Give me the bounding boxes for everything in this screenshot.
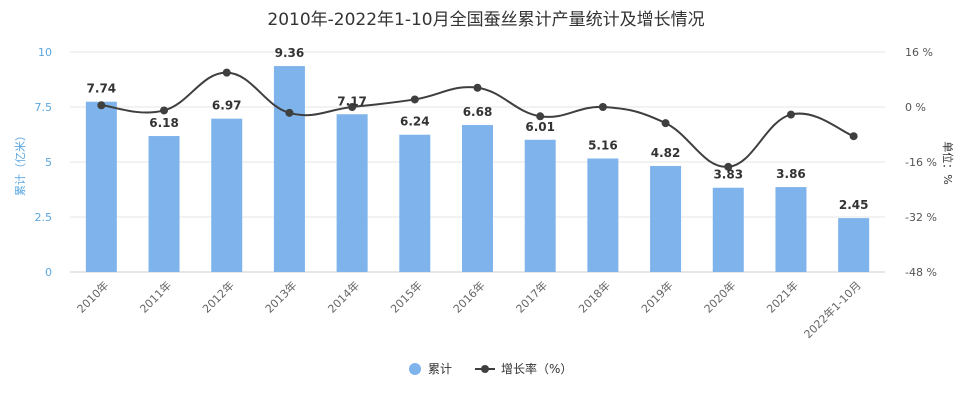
bar-value-label: 3.86 (776, 167, 806, 181)
bar[interactable] (650, 165, 682, 272)
line-point[interactable] (285, 108, 294, 117)
line-point[interactable] (661, 119, 670, 128)
right-tick-label: 0 % (905, 101, 926, 114)
bar-value-label: 7.74 (87, 82, 117, 96)
line-point[interactable] (160, 106, 169, 115)
right-tick-label: -16 % (905, 156, 937, 169)
x-tick-label: 2022年1-10月 (801, 278, 864, 341)
right-tick-label: -48 % (905, 266, 937, 279)
line-point[interactable] (849, 132, 858, 141)
x-tick-label: 2010年 (74, 278, 111, 315)
bar-value-label: 6.97 (212, 99, 242, 113)
line-point[interactable] (97, 101, 106, 110)
legend-bar-label: 累计 (428, 362, 452, 376)
line-point[interactable] (536, 112, 545, 121)
line-point[interactable] (222, 68, 231, 77)
left-tick-label: 7.5 (35, 101, 53, 114)
bar[interactable] (524, 139, 556, 272)
bar[interactable] (85, 101, 117, 272)
bar[interactable] (336, 114, 368, 272)
right-tick-label: 16 % (905, 46, 933, 59)
bar-value-label: 2.45 (839, 198, 869, 212)
bar[interactable] (712, 187, 744, 272)
left-tick-label: 0 (45, 266, 52, 279)
x-tick-label: 2020年 (701, 278, 738, 315)
x-axis-ticks: 2010年 2011年 2012年 2013年 2014年 2015年 2016年 2017年… (74, 278, 864, 341)
x-tick-label: 2021年 (764, 278, 801, 315)
left-axis-label: 累计（亿米） (14, 130, 27, 196)
left-tick-label: 10 (38, 46, 52, 59)
bar-value-label: 6.18 (149, 116, 179, 130)
bar-series (85, 66, 870, 272)
legend-line-label: 增长率（%） (501, 361, 572, 376)
bar[interactable] (211, 118, 243, 272)
x-tick-label: 2019年 (638, 278, 675, 315)
right-axis-label: 单位：% (941, 141, 955, 184)
bar[interactable] (399, 134, 431, 272)
x-tick-label: 2014年 (325, 278, 362, 315)
x-tick-label: 2015年 (387, 278, 424, 315)
bar[interactable] (273, 66, 305, 272)
legend-line-dot (481, 365, 489, 373)
x-tick-label: 2017年 (513, 278, 550, 315)
bar-value-label: 9.36 (275, 46, 305, 60)
x-tick-label: 2016年 (450, 278, 487, 315)
right-axis-ticks: -48 % -32 % -16 % 0 % 16 % (905, 46, 937, 279)
line-point[interactable] (786, 110, 795, 119)
line-point[interactable] (410, 95, 419, 104)
x-tick-label: 2012年 (199, 278, 236, 315)
bar-value-label: 3.83 (713, 168, 743, 182)
line-point[interactable] (473, 83, 482, 92)
bar[interactable] (775, 187, 807, 272)
left-tick-label: 2.5 (35, 211, 53, 224)
chart-title: 2010年-2022年1-10月全国蚕丝累计产量统计及增长情况 (267, 10, 704, 30)
legend[interactable]: 累计 增长率（%） (409, 361, 572, 376)
bar-value-label: 5.16 (588, 138, 618, 152)
line-point[interactable] (598, 103, 607, 111)
line-point[interactable] (348, 103, 357, 111)
bar-value-label: 6.01 (525, 120, 555, 134)
bar-value-label: 6.24 (400, 115, 430, 129)
bar-value-label: 6.68 (463, 105, 493, 119)
legend-bar-marker (409, 363, 421, 375)
left-tick-label: 5 (45, 156, 52, 169)
x-tick-label: 2013年 (262, 278, 299, 315)
bar[interactable] (148, 136, 180, 272)
bar-value-label: 4.82 (651, 146, 681, 160)
bar[interactable] (462, 125, 493, 272)
bar-data-labels: 7.74 6.18 6.97 9.36 7.17 6.24 6.68 6.01 5.16 4.82… (87, 46, 869, 212)
bar[interactable] (838, 218, 870, 272)
left-axis-ticks: 0 2.5 5 7.5 10 (35, 46, 53, 279)
bar-value-label: 7.17 (337, 94, 367, 108)
line-point[interactable] (724, 162, 733, 171)
right-tick-label: -32 % (905, 211, 937, 224)
x-tick-label: 2011年 (137, 278, 174, 315)
line-series (97, 68, 858, 171)
x-tick-label: 2018年 (576, 278, 613, 315)
bar[interactable] (587, 158, 619, 272)
